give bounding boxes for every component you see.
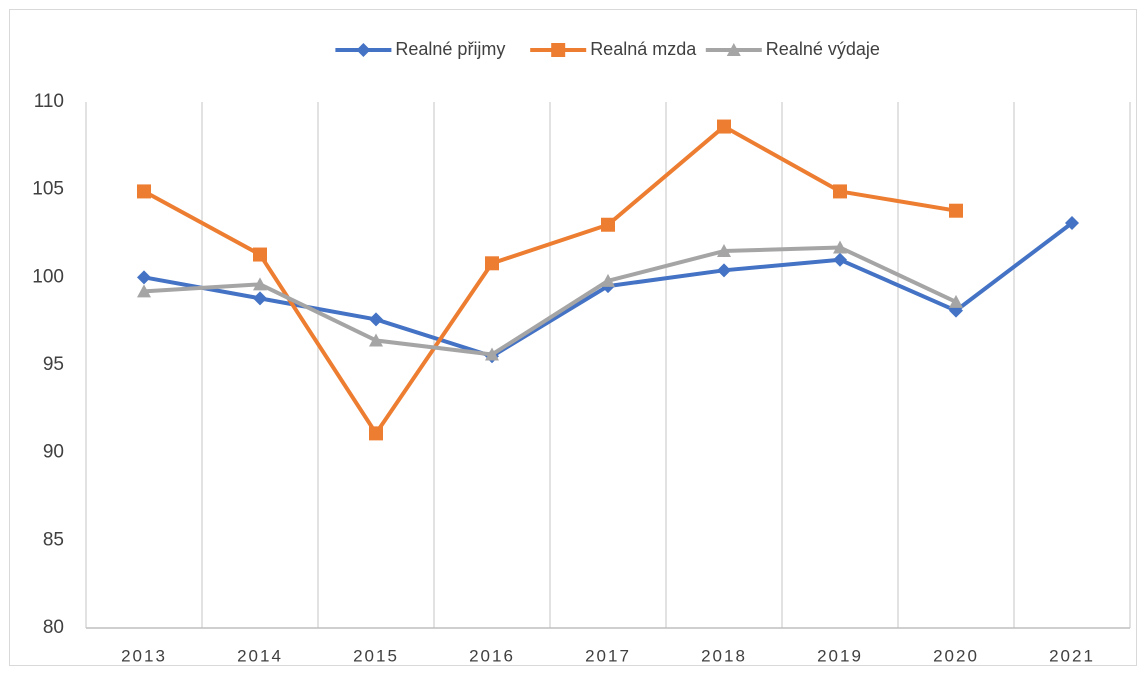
- x-tick-label: 2019: [817, 646, 863, 665]
- marker: [833, 240, 847, 254]
- marker: [485, 347, 499, 361]
- x-tick-label: 2013: [121, 646, 167, 665]
- chart-frame: [9, 9, 1137, 666]
- y-tick-label: 95: [43, 354, 64, 375]
- marker: [1065, 215, 1079, 230]
- legend-label: Realné výdaje: [766, 39, 880, 59]
- x-tick-label: 2018: [701, 646, 747, 665]
- marker: [949, 203, 963, 218]
- marker: [369, 312, 383, 327]
- marker: [253, 277, 267, 291]
- legend-marker: [726, 43, 741, 56]
- marker: [137, 284, 151, 298]
- marker: [137, 270, 151, 285]
- series-line: [143, 124, 957, 436]
- y-tick-label: 80: [43, 617, 64, 638]
- legend-marker: [551, 43, 566, 57]
- x-tick-label: 2014: [237, 646, 283, 665]
- marker: [833, 184, 847, 199]
- y-tick-label: 110: [34, 91, 64, 112]
- x-tick-label: 2015: [353, 646, 399, 665]
- marker: [485, 256, 499, 271]
- marker: [601, 273, 615, 287]
- x-tick-label: 2021: [1049, 646, 1095, 665]
- marker: [369, 426, 383, 441]
- marker: [717, 119, 731, 134]
- legend: Realné přijmy Realná mzda Realné výdaje: [335, 39, 880, 59]
- marker: [253, 291, 267, 306]
- x-tick-label: 2017: [585, 646, 631, 665]
- marker: [137, 184, 151, 199]
- marker: [253, 247, 267, 262]
- y-tick-label: 105: [32, 179, 64, 200]
- y-tick-label: 90: [43, 442, 64, 463]
- legend-label: Realná mzda: [590, 39, 697, 59]
- marker: [717, 263, 731, 278]
- y-tick-label: 100: [32, 266, 64, 287]
- series-line: [143, 245, 957, 357]
- marker: [369, 333, 383, 347]
- legend-label: Realné přijmy: [395, 39, 505, 59]
- x-tick-label: 2016: [469, 646, 515, 665]
- marker: [949, 294, 963, 308]
- marker: [717, 244, 731, 258]
- y-tick-label: 85: [43, 529, 64, 550]
- x-tick-label: 2020: [933, 646, 979, 665]
- marker: [601, 217, 615, 232]
- marker: [833, 252, 847, 267]
- legend-marker: [356, 43, 371, 57]
